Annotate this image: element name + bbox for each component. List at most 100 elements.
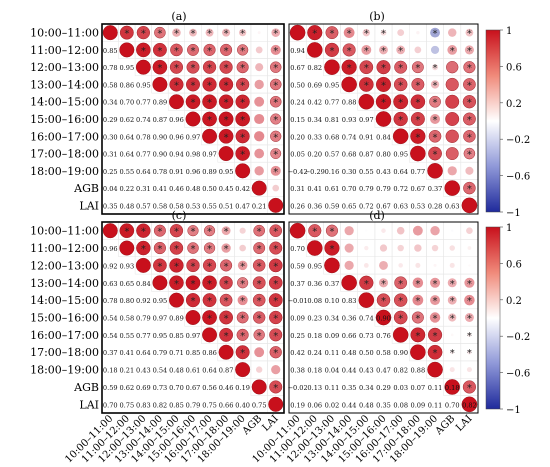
corr-value: 0.25 — [290, 332, 305, 340]
corr-circle — [393, 111, 408, 127]
corr-circle — [462, 380, 476, 394]
corr-value: 0.80 — [119, 297, 134, 305]
corr-value: 0.19 — [235, 384, 250, 392]
corr-value: 0.85 — [103, 47, 118, 55]
corr-value: 0.47 — [376, 367, 391, 375]
corr-value: 0.13 — [307, 384, 322, 392]
corr-circle — [252, 276, 266, 290]
corr-circle — [102, 223, 118, 239]
corr-value: 0.59 — [325, 202, 340, 210]
corr-circle — [378, 278, 389, 288]
row-label: LAI — [79, 199, 99, 212]
corr-circle — [448, 313, 457, 322]
corr-circle — [152, 42, 167, 57]
corr-circle — [343, 27, 355, 39]
corr-circle — [254, 166, 264, 176]
significance-mark: * — [467, 98, 472, 109]
corr-value: 0.94 — [169, 151, 184, 159]
corr-value: 0.61 — [325, 185, 340, 193]
significance-mark: * — [450, 314, 455, 325]
corr-value: 0.43 — [359, 367, 374, 375]
significance-mark: * — [191, 227, 196, 238]
corr-circle — [237, 295, 248, 306]
significance-mark: * — [415, 331, 420, 342]
corr-circle — [152, 76, 168, 92]
significance-mark: * — [398, 314, 403, 325]
corr-circle — [447, 295, 457, 305]
significance-mark: * — [257, 314, 262, 325]
corr-circle — [394, 276, 408, 290]
corr-circle — [268, 275, 283, 290]
significance-mark: * — [273, 132, 278, 143]
significance-mark: * — [433, 348, 438, 359]
corr-value: 0.89 — [202, 168, 217, 176]
corr-circle — [466, 367, 472, 373]
corr-circle — [381, 228, 386, 233]
corr-value: 0.58 — [376, 349, 391, 357]
corr-value: 0.11 — [325, 384, 340, 392]
corr-circle — [218, 344, 234, 360]
corr-value: 0.29 — [376, 384, 391, 392]
corr-value: 0.58 — [169, 202, 184, 210]
corr-value: 0.62 — [119, 384, 134, 392]
row-label: 11:00–12:00 — [30, 44, 99, 57]
corr-circle — [254, 131, 265, 142]
corr-circle — [363, 263, 369, 268]
corr-circle — [186, 77, 200, 92]
significance-mark: * — [467, 132, 472, 143]
corr-value: 0.18 — [103, 367, 118, 375]
corr-value: 0.86 — [119, 81, 134, 89]
corr-value: 0.64 — [119, 133, 134, 141]
corr-circle — [306, 42, 323, 58]
corr-value: 0.75 — [119, 401, 134, 409]
significance-mark: * — [433, 98, 438, 109]
corr-circle — [186, 60, 200, 74]
significance-mark: * — [381, 296, 386, 307]
corr-circle — [236, 77, 250, 92]
corr-circle — [220, 259, 233, 272]
corr-circle — [235, 345, 250, 360]
corr-value: 0.56 — [202, 384, 217, 392]
significance-mark: * — [174, 279, 179, 290]
corr-circle — [341, 59, 357, 75]
colorbar-tick-label: 1 — [506, 223, 512, 234]
corr-value: 0.50 — [359, 349, 374, 357]
corr-value: 0.79 — [359, 185, 374, 193]
significance-mark: * — [433, 296, 438, 307]
corr-value: 0.80 — [376, 151, 391, 159]
corr-value: 0.05 — [290, 151, 305, 159]
corr-value: 0.85 — [186, 349, 201, 357]
corr-circle — [252, 259, 266, 272]
corr-circle — [269, 95, 282, 108]
corr-circle — [202, 310, 217, 325]
corr-circle — [462, 112, 476, 126]
significance-mark: * — [141, 227, 146, 238]
significance-mark: * — [398, 46, 403, 57]
corr-value: 0.85 — [169, 401, 184, 409]
corr-circle — [218, 77, 234, 92]
significance-mark: * — [207, 80, 212, 91]
corr-value: 0.74 — [342, 133, 357, 141]
corr-circle — [235, 146, 250, 161]
significance-mark: * — [157, 46, 162, 57]
significance-mark: * — [273, 383, 278, 394]
corr-circle — [202, 128, 218, 144]
significance-mark: * — [381, 46, 386, 57]
significance-mark: * — [273, 331, 278, 342]
corr-value: 0.82 — [393, 367, 408, 375]
x-label: LAI — [454, 413, 474, 433]
corr-value: 0.93 — [342, 116, 357, 124]
significance-mark: * — [224, 115, 229, 126]
corr-value: 0.33 — [307, 133, 322, 141]
corr-value: 0.42 — [290, 349, 305, 357]
corr-value: 0.74 — [359, 315, 374, 323]
significance-mark: * — [329, 29, 334, 40]
corr-circle — [169, 77, 184, 92]
corr-circle — [429, 312, 441, 323]
corr-value: 0.92 — [103, 262, 118, 270]
significance-mark: * — [450, 279, 455, 290]
corr-value: 0.36 — [307, 280, 322, 288]
corr-value: 0.67 — [411, 185, 426, 193]
corr-value: 0.65 — [342, 202, 357, 210]
significance-mark: * — [381, 279, 386, 290]
